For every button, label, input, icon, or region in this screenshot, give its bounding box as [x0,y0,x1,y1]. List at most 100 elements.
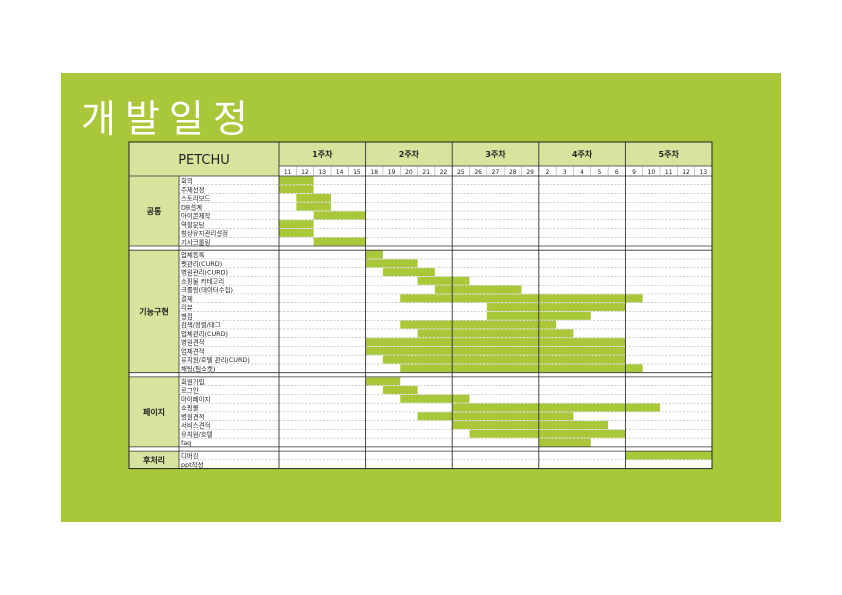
task-bar [296,193,331,202]
task-label: ppt작성 [181,460,203,469]
day-label: 4 [580,169,584,176]
group-cell [129,451,179,469]
day-label: 12 [301,169,309,176]
task-label: 별점 [181,311,193,320]
day-label: 5 [598,169,602,176]
day-label: 27 [492,169,500,176]
day-label: 20 [405,169,413,176]
task-label: 로그인 [181,386,199,395]
task-label: 주제선정 [181,185,205,194]
task-label: 리뷰 [181,303,193,312]
day-label: 13 [318,169,326,176]
day-label: 21 [422,169,430,176]
task-bar [279,185,314,194]
task-label: 형상유지관리설정 [181,229,228,238]
task-bar [279,228,314,237]
task-label: 역할분담 [181,220,205,229]
task-bar [400,294,643,303]
task-bar [279,176,314,185]
week-header-band [279,142,712,166]
task-label: 회의 [181,176,193,185]
day-label: 22 [440,169,448,176]
task-bar [452,403,661,412]
week-label: 2주차 [399,149,420,159]
table-border [128,141,713,470]
page-title: 개발일정 [81,97,257,141]
group-cell [129,376,179,447]
task-bar [452,421,609,429]
week-label: 1주차 [312,149,333,159]
day-label: 15 [353,169,361,176]
task-bar [313,237,366,246]
task-label: DB설계 [181,202,202,211]
task-label: 기사크롤링 [181,237,211,246]
task-label: 병원견적 [181,338,205,347]
task-label: 회원가입 [181,377,205,386]
day-label: 12 [682,169,690,176]
task-bar [538,438,591,447]
task-label: 쇼핑몰 카테고리 [181,276,224,285]
task-label: 업체관리(CURD) [181,329,228,338]
task-label: 유치원/호텔 관리(CURD) [181,355,250,364]
task-label: 결제 [181,294,193,303]
task-bar [382,355,626,364]
task-label: 업체견적 [181,346,205,355]
group-name: 기능구현 [139,306,168,316]
task-label: 마이페이지 [181,394,211,403]
task-label: 채팅(팀소켓) [181,364,215,373]
task-bar [365,346,626,355]
week-label: 4주차 [572,149,593,159]
task-label: 아이콘제작 [181,211,211,220]
task-label: 서비스견적 [181,421,211,430]
task-label: 스토리보드 [181,194,211,203]
task-label: 검색/정렬/태그 [181,320,221,329]
day-label: 11 [665,169,673,176]
task-bar [625,451,712,460]
task-bar [365,259,418,268]
group-separator [129,446,712,452]
day-label: 14 [336,169,344,176]
task-bar [417,329,574,338]
task-label: 병원견적 [181,412,205,421]
day-label: 13 [700,169,708,176]
task-label: 쇼핑몰 [181,403,199,412]
task-bar [434,285,522,294]
task-bar [382,268,435,277]
day-label: 3 [563,169,567,176]
day-label: 2 [546,169,550,176]
week-label: 5주차 [659,149,680,159]
task-label: 병원관리(CURD) [181,268,228,277]
project-name: PETCHU [178,153,230,168]
task-bar [382,386,418,394]
day-label: 25 [457,169,465,176]
task-bar [400,364,643,373]
project-header-cell [129,142,279,176]
group-separator [129,372,712,377]
group-separator [129,246,712,251]
task-label: faq [181,439,191,447]
day-label: 19 [388,169,396,176]
task-bar [400,320,557,329]
day-label: 26 [474,169,482,176]
task-bar [313,211,366,220]
task-bar [469,429,626,438]
day-label: 18 [370,169,378,176]
day-label: 28 [509,169,517,176]
task-bar [486,303,626,312]
day-label: 29 [526,169,534,176]
group-name: 페이지 [143,407,165,417]
task-bar [400,394,470,403]
group-name: 후처리 [143,455,165,465]
task-bar [279,220,314,229]
task-label: 업체등록 [181,251,205,259]
task-bar [365,338,626,347]
day-label: 9 [632,169,636,176]
task-bar [365,377,401,386]
day-label: 6 [615,169,619,176]
task-label: 크롤링(데이터수집) [181,285,233,294]
task-label: 유치원/호텔 [181,429,213,438]
day-label: 10 [648,169,656,176]
task-bar [417,276,470,285]
task-label: 펫관리(CURD) [181,259,222,268]
